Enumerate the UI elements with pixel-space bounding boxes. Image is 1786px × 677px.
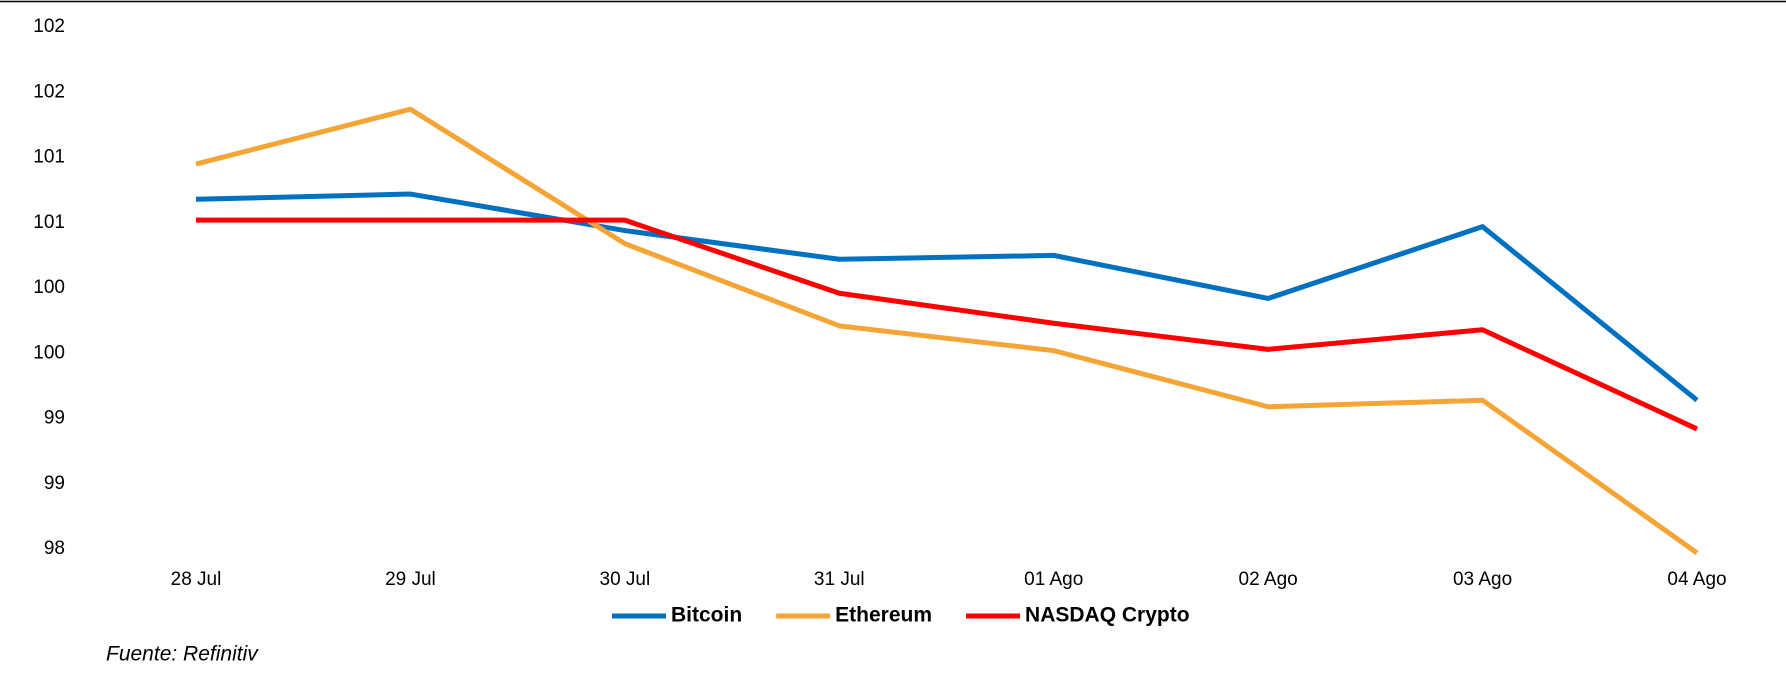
- x-tick-label: 02 Ago: [1239, 569, 1298, 590]
- x-tick-label: 03 Ago: [1453, 569, 1512, 590]
- y-tick-label: 100: [33, 342, 65, 363]
- y-tick-label: 101: [33, 147, 65, 168]
- y-tick-label: 99: [44, 473, 65, 494]
- y-tick-label: 102: [33, 81, 65, 102]
- legend-text: Bitcoin: [671, 604, 742, 627]
- x-tick-label: 01 Ago: [1024, 569, 1083, 590]
- series-line: [196, 217, 1699, 432]
- series-line: [195, 191, 1699, 403]
- x-tick-label: 30 Jul: [600, 569, 651, 590]
- y-tick-label: 100: [33, 277, 65, 298]
- source-note: Fuente: Refinitiv: [106, 643, 259, 666]
- series-line: [195, 106, 1699, 555]
- x-tick-label: 31 Jul: [814, 569, 865, 590]
- legend-text: Ethereum: [835, 604, 932, 627]
- legend-text: NASDAQ Crypto: [1025, 604, 1190, 627]
- x-tick-label: 04 Ago: [1667, 569, 1726, 590]
- y-tick-label: 98: [44, 538, 65, 559]
- y-tick-label: 102: [33, 16, 65, 37]
- y-tick-label: 101: [33, 212, 65, 233]
- x-tick-label: 29 Jul: [385, 569, 436, 590]
- x-tick-label: 28 Jul: [171, 569, 222, 590]
- y-tick-label: 99: [44, 408, 65, 429]
